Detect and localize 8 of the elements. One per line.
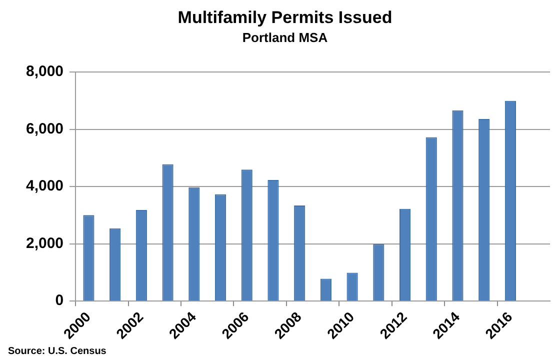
- chart-subtitle: Portland MSA: [242, 30, 328, 45]
- y-tick-label: 2,000: [26, 234, 64, 252]
- y-tick-label: 0: [55, 292, 64, 310]
- y-tick-label: 8,000: [26, 63, 64, 80]
- source-note: Source: U.S. Census: [8, 346, 107, 357]
- chart-title: Multifamily Permits Issued: [178, 8, 392, 27]
- y-tick-label: 4,000: [26, 178, 64, 195]
- y-tick-label: 6,000: [26, 120, 64, 138]
